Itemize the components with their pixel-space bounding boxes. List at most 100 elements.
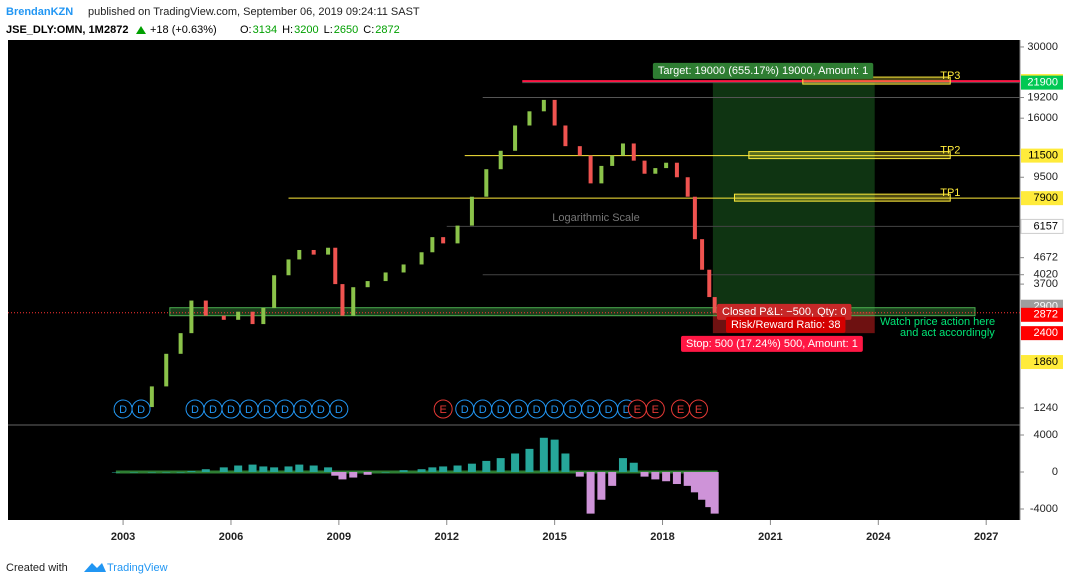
y-tick-label: 19200	[1027, 91, 1058, 103]
y-tick-label: 3700	[1034, 278, 1058, 290]
candle	[674, 162, 679, 178]
osc-bar	[363, 471, 372, 475]
event-marker	[645, 399, 665, 419]
osc-bar	[270, 467, 279, 472]
candle	[441, 237, 446, 244]
osc-bar	[187, 471, 196, 472]
candle	[707, 269, 712, 298]
osc-bar	[248, 464, 257, 472]
candle	[599, 165, 604, 184]
event-label: D	[533, 404, 541, 416]
event-label: D	[335, 404, 343, 416]
osc-bar	[511, 453, 520, 472]
candle	[419, 252, 424, 265]
annotation: Risk/Reward Ratio: 38	[731, 319, 840, 331]
osc-bar	[399, 470, 408, 472]
ohlc-key: C:	[363, 24, 374, 36]
osc-bar	[295, 464, 304, 472]
event-label: D	[209, 404, 217, 416]
event-label: D	[479, 404, 487, 416]
osc-bar	[201, 469, 210, 472]
symbol: JSE_DLY:OMN, 1M	[6, 24, 104, 36]
osc-bar	[550, 439, 559, 472]
osc-bar	[439, 466, 448, 472]
candle	[261, 307, 266, 325]
candle	[250, 311, 255, 325]
osc-bar	[640, 471, 649, 477]
x-tick-label: 2009	[327, 531, 351, 543]
candle	[469, 196, 474, 226]
last-price: 2872	[104, 24, 128, 36]
x-tick-label: 2006	[219, 531, 243, 543]
annotation: Stop: 500 (17.24%) 500, Amount: 1	[686, 338, 858, 350]
annotation: Watch price action here	[880, 316, 995, 328]
event-label: D	[461, 404, 469, 416]
candle	[692, 196, 697, 240]
candle	[700, 239, 705, 270]
price-badge	[1021, 75, 1063, 90]
candle	[272, 275, 277, 308]
osc-bar	[349, 471, 358, 478]
osc-bar	[683, 471, 692, 486]
x-tick-label: 2003	[111, 531, 135, 543]
candle	[577, 146, 582, 156]
osc-bar	[575, 471, 584, 477]
event-label: D	[551, 404, 559, 416]
osc-bar	[698, 471, 707, 500]
osc-bar	[381, 471, 390, 473]
ohlc-value: 2872	[375, 24, 399, 36]
event-marker	[329, 399, 349, 419]
candle	[498, 150, 503, 170]
tp-box	[733, 193, 951, 202]
tp-box	[802, 76, 951, 85]
candle	[712, 297, 717, 313]
tp-label: TP1	[940, 187, 960, 199]
candle	[401, 264, 406, 273]
osc-bar	[690, 471, 699, 493]
price-badge-label: 1860	[1034, 356, 1058, 368]
x-tick-label: 2012	[435, 531, 459, 543]
event-label: D	[317, 404, 325, 416]
osc-bar	[618, 458, 627, 472]
price-badge-label: 21900	[1027, 77, 1058, 89]
candle	[541, 99, 546, 112]
event-label: E	[677, 404, 684, 416]
author: BrendanKZN	[6, 6, 73, 18]
osc-bar	[129, 471, 138, 473]
candle	[527, 111, 532, 126]
event-label: D	[137, 404, 145, 416]
osc-bar	[453, 465, 462, 472]
event-label: D	[497, 404, 505, 416]
tv-logo	[84, 563, 106, 572]
annotation: Logarithmic Scale	[552, 212, 639, 224]
event-label: D	[119, 404, 127, 416]
y-tick-label: 16000	[1027, 112, 1058, 124]
ohlc-value: 2650	[334, 24, 358, 36]
osc-bar	[525, 448, 534, 472]
candle	[685, 177, 690, 197]
candle	[340, 284, 345, 316]
event-marker	[131, 399, 151, 419]
osc-bar	[597, 471, 606, 500]
support-zone	[169, 307, 976, 317]
candle	[178, 333, 183, 354]
candle	[383, 272, 388, 282]
target-zone	[712, 81, 875, 312]
osc-bar	[219, 467, 228, 472]
y-tick-label: 30000	[1027, 41, 1058, 53]
candle	[365, 281, 370, 288]
candle	[236, 311, 241, 320]
candle	[221, 315, 226, 320]
event-label: E	[634, 404, 641, 416]
price-badge	[1021, 355, 1063, 370]
event-label: D	[569, 404, 577, 416]
event-label: D	[299, 404, 307, 416]
osc-bar	[482, 460, 491, 472]
osc-bar	[496, 458, 505, 472]
candle	[351, 287, 356, 316]
price-badge-label: 6157	[1034, 220, 1058, 232]
price-badge	[1021, 326, 1063, 341]
x-tick-label: 2021	[758, 531, 782, 543]
event-label: D	[515, 404, 523, 416]
candle	[311, 249, 316, 255]
